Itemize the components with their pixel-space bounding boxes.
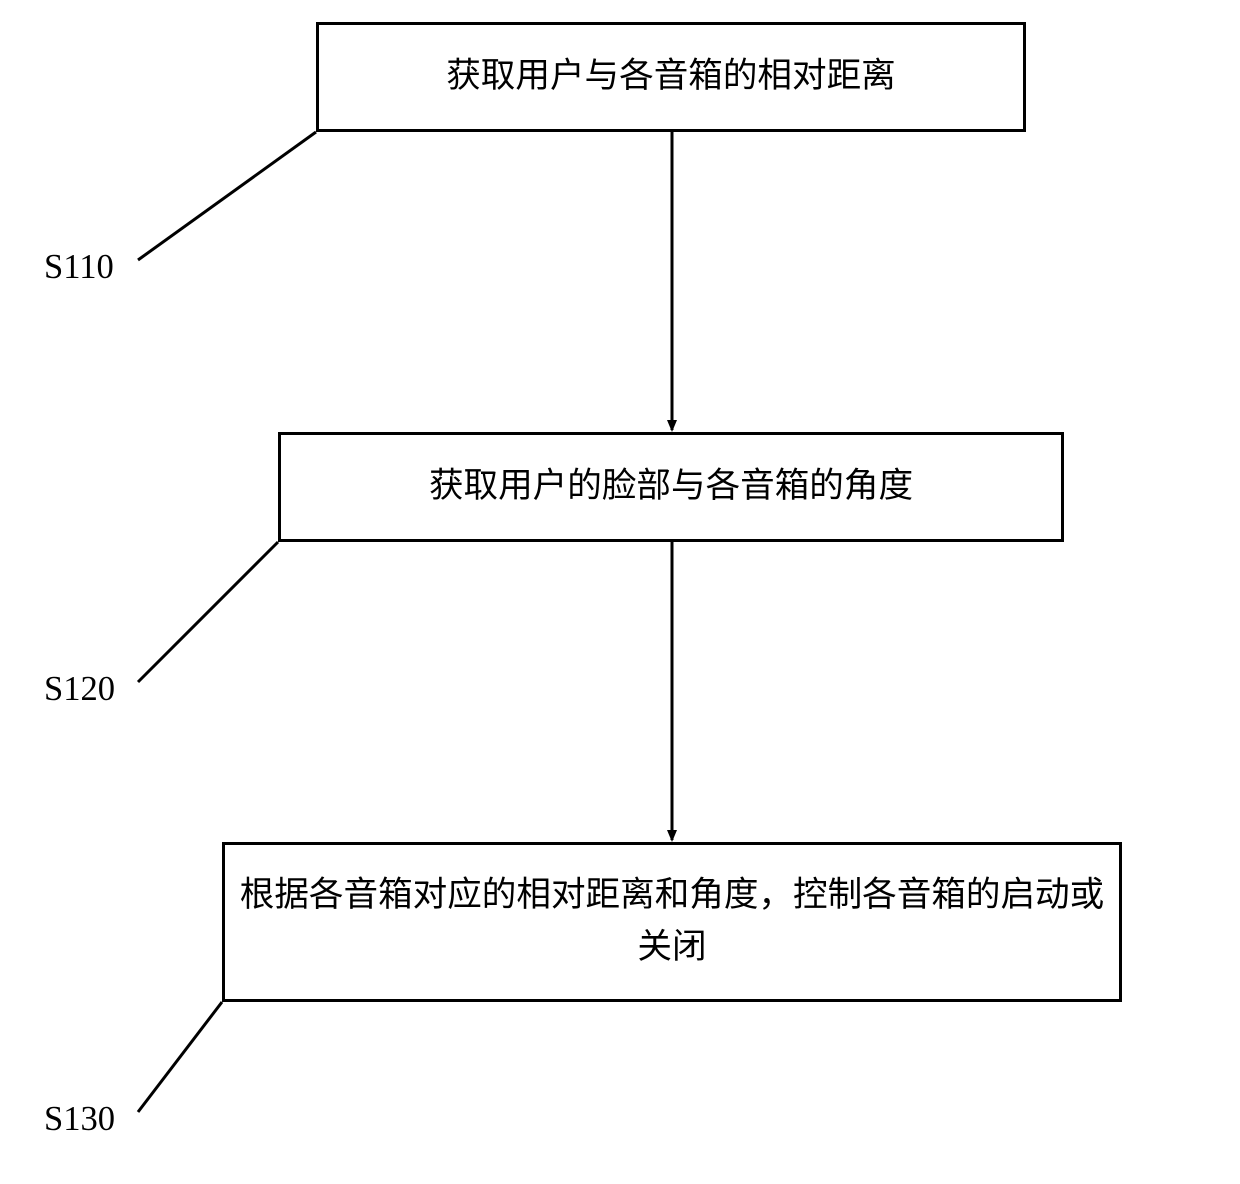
step-label: S110 — [44, 248, 114, 287]
step-label: S120 — [44, 670, 115, 709]
node-text: 获取用户的脸部与各音箱的角度 — [429, 461, 913, 513]
step-label-text: S130 — [44, 1100, 115, 1138]
leader-line — [138, 1002, 222, 1112]
step-label-text: S120 — [44, 670, 115, 708]
node-text: 获取用户与各音箱的相对距离 — [446, 51, 896, 103]
leader-line — [138, 132, 316, 260]
flowchart-node: 根据各音箱对应的相对距离和角度，控制各音箱的启动或关闭 — [222, 842, 1122, 1002]
connector-layer — [0, 0, 1240, 1184]
flowchart-canvas: 获取用户与各音箱的相对距离 S110 获取用户的脸部与各音箱的角度 S120 根… — [0, 0, 1240, 1184]
node-text: 根据各音箱对应的相对距离和角度，控制各音箱的启动或关闭 — [237, 870, 1107, 974]
step-label-text: S110 — [44, 248, 114, 286]
flowchart-node: 获取用户的脸部与各音箱的角度 — [278, 432, 1064, 542]
leader-line — [138, 542, 278, 682]
step-label: S130 — [44, 1100, 115, 1139]
flowchart-node: 获取用户与各音箱的相对距离 — [316, 22, 1026, 132]
